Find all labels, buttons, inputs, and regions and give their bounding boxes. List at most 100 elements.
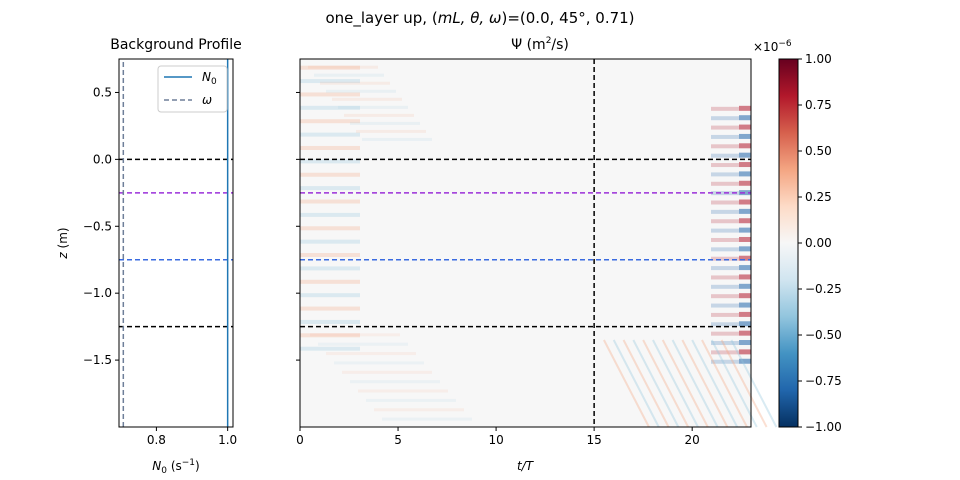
field-beam xyxy=(612,339,660,428)
field-fan-lower xyxy=(342,370,432,374)
field-edge-wave-soft xyxy=(711,312,739,317)
field-edge-wave-soft xyxy=(711,284,739,289)
profile-xtick-label: 0.8 xyxy=(147,433,166,447)
field-stripe-left xyxy=(300,333,360,338)
field-stripe-left xyxy=(300,145,360,150)
field-edge-wave xyxy=(739,180,751,186)
field-beam xyxy=(603,339,650,428)
field-stripe-left xyxy=(300,186,360,191)
field-edge-wave-soft xyxy=(711,153,739,158)
field-stripe-left xyxy=(300,346,360,351)
field-edge-wave xyxy=(739,133,751,139)
profile-ytick-label: −1.0 xyxy=(83,286,112,300)
background-profile-yticks: 0.5 0.0 −0.5 −1.0 −1.5 xyxy=(83,85,119,367)
field-beam xyxy=(671,339,719,428)
field-fan-lower xyxy=(358,389,448,393)
field-edge-wave xyxy=(739,208,751,214)
profile-ytick-label: −1.5 xyxy=(83,353,112,367)
psi-xtick-label: 10 xyxy=(488,433,503,447)
profile-ytick-label: 0.5 xyxy=(93,85,112,99)
field-edge-wave-soft xyxy=(711,134,739,139)
field-stripe-left xyxy=(300,172,360,177)
field-stripe-left xyxy=(300,239,360,244)
field-edge-wave-soft xyxy=(711,275,739,280)
field-beam xyxy=(710,339,758,428)
field-edge-wave-soft xyxy=(711,350,739,355)
field-edge-wave xyxy=(739,349,751,355)
colorbar-scale-label: ×10−6 xyxy=(753,39,792,54)
field-fan-upper xyxy=(320,81,390,85)
field-edge-wave-soft xyxy=(711,303,739,308)
background-profile-plot-area xyxy=(119,59,233,427)
colorbar-tick-label: −0.75 xyxy=(805,374,842,388)
background-profile-frame xyxy=(118,58,234,428)
field-fan-upper xyxy=(344,113,414,117)
psi-xtick-label: 20 xyxy=(685,433,700,447)
field-edge-wave xyxy=(739,236,751,242)
psi-heatmap-frame xyxy=(299,58,752,428)
background-profile-legend: N0 ω xyxy=(157,65,228,113)
field-edge-wave-soft xyxy=(711,163,739,168)
field-edge-wave xyxy=(739,255,751,261)
field-edge-wave-soft xyxy=(711,172,739,177)
field-edge-wave-soft xyxy=(711,116,739,121)
background-profile-xlabel: N0 (s−1) xyxy=(152,458,199,476)
background-profile-hlines xyxy=(119,158,233,328)
field-beam xyxy=(652,339,699,428)
field-edge-wave xyxy=(739,311,751,317)
field-beam xyxy=(730,339,778,428)
field-fan-lower xyxy=(366,398,456,402)
field-edge-wave-soft xyxy=(711,294,739,299)
field-fan-lower xyxy=(374,408,464,412)
field-edge-wave xyxy=(739,162,751,168)
field-beam xyxy=(701,339,748,428)
field-stripe-left xyxy=(300,105,360,110)
field-edge-wave-soft xyxy=(711,106,739,111)
field-edge-wave-soft xyxy=(711,209,739,214)
field-stripe-left xyxy=(300,212,360,217)
field-beam xyxy=(642,339,690,428)
colorbar-tick-label: 0.00 xyxy=(805,236,832,250)
field-stripe-left xyxy=(300,159,360,164)
psi-heatmap-xticks: 0 5 10 15 20 xyxy=(296,427,700,447)
colorbar-tick-label: 0.25 xyxy=(805,190,832,204)
field-stripe-left xyxy=(300,319,360,324)
field-fan-upper xyxy=(350,121,420,125)
field-beam xyxy=(681,339,729,428)
psi-heatmap-yticks xyxy=(296,91,300,361)
field-edge-wave xyxy=(739,265,751,271)
field-edge-wave xyxy=(739,246,751,252)
profile-xtick-label: 1.0 xyxy=(218,433,237,447)
psi-xtick-label: 5 xyxy=(394,433,402,447)
field-beam xyxy=(691,339,739,428)
legend-label-n0: N0 xyxy=(202,70,217,87)
field-stripe-left xyxy=(300,199,360,204)
field-edge-wave xyxy=(739,283,751,289)
field-fan-lower xyxy=(350,380,440,384)
field-edge-wave xyxy=(739,124,751,130)
field-edge-wave xyxy=(739,274,751,280)
colorbar-tick-label: −0.50 xyxy=(805,328,842,342)
field-stripe-left xyxy=(300,306,360,311)
colorbar: 1.00 0.75 0.50 0.25 0.00 −0.25 −0.50 −0.75 −1.00… xyxy=(753,39,842,434)
background-profile-axes: Background Profile 0.8 1.0 0.5 0.0 −0.5 −1.0… xyxy=(56,37,242,476)
figure-suptitle: one_layer up, (mL, θ, ω)=(0.0, 45°, 0.71… xyxy=(325,9,634,28)
psi-heatmap-title: Ψ (m2/s) xyxy=(511,36,569,53)
field-edge-wave xyxy=(739,321,751,327)
field-edge-wave xyxy=(739,218,751,224)
field-stripe-left xyxy=(300,253,360,258)
field-edge-wave xyxy=(739,115,751,121)
field-edge-wave xyxy=(739,293,751,299)
field-edge-wave xyxy=(739,171,751,177)
field-fan-lower xyxy=(310,333,400,337)
field-fan-upper xyxy=(338,105,408,109)
colorbar-tick-label: 0.75 xyxy=(805,98,832,112)
field-beam xyxy=(720,339,768,428)
psi-heatmap-reference-lines xyxy=(300,59,751,427)
colorbar-tick-label: −1.00 xyxy=(805,420,842,434)
field-edge-wave-soft xyxy=(711,247,739,252)
field-edge-wave xyxy=(739,330,751,336)
field-beam xyxy=(632,339,680,428)
field-edge-wave-soft xyxy=(711,144,739,149)
field-stripe-left xyxy=(300,266,360,271)
